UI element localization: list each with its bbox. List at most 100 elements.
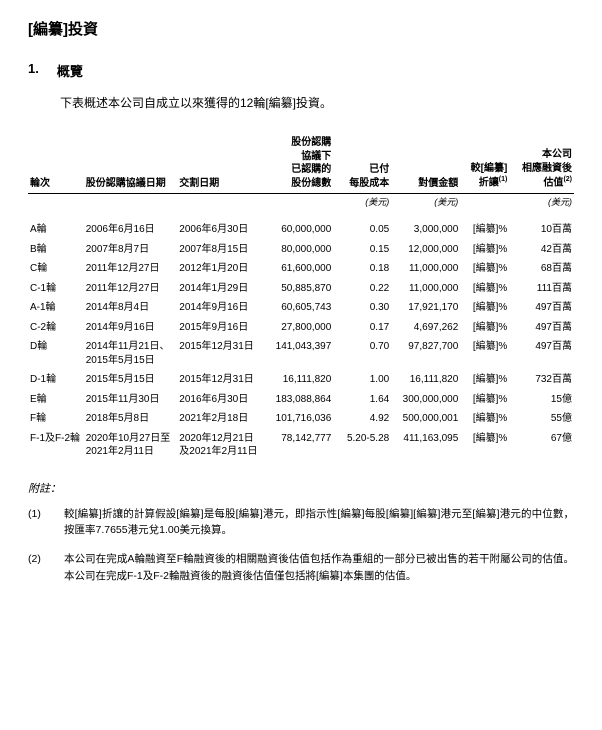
- table-row: D-1輪2015年5月15日2015年12月31日16,111,8201.001…: [28, 370, 574, 390]
- table-row: B輪2007年8月7日2007年8月15日80,000,0000.1512,00…: [28, 240, 574, 260]
- table-cell: 3,000,000: [391, 220, 460, 240]
- table-cell: 61,600,000: [264, 259, 333, 279]
- table-cell: B輪: [28, 240, 84, 260]
- table-cell: 500,000,001: [391, 409, 460, 429]
- table-row: C-1輪2011年12月27日2014年1月29日50,885,8700.221…: [28, 279, 574, 299]
- title-rest: 投資: [68, 21, 98, 38]
- table-cell: 2018年5月8日: [84, 409, 178, 429]
- table-cell: D輪: [28, 337, 84, 370]
- table-row: A-1輪2014年8月4日2014年9月16日60,605,7430.3017,…: [28, 298, 574, 318]
- footnote-number: (2): [28, 551, 50, 585]
- table-cell: 11,000,000: [391, 279, 460, 299]
- table-cell: [編纂]%: [460, 337, 509, 370]
- table-cell: 141,043,397: [264, 337, 333, 370]
- table-cell: 2014年9月16日: [177, 298, 264, 318]
- table-cell: 60,000,000: [264, 220, 333, 240]
- footnote-text: 較[編纂]折讓的計算假設[編纂]是每股[編纂]港元，即指示性[編纂]每股[編纂]…: [64, 506, 574, 540]
- table-cell: 411,163,095: [391, 429, 460, 462]
- table-cell: 97,827,700: [391, 337, 460, 370]
- table-cell: 497百萬: [509, 337, 574, 370]
- col-valuation: 本公司 相應融資後 估值(2): [509, 133, 574, 194]
- col-cost-per-share: 已付 每股成本: [333, 133, 391, 194]
- table-cell: 732百萬: [509, 370, 574, 390]
- table-cell: E輪: [28, 390, 84, 410]
- title-prefix: [編纂]: [28, 21, 68, 38]
- table-cell: 2014年9月16日: [84, 318, 178, 338]
- table-cell: 2007年8月7日: [84, 240, 178, 260]
- table-cell: [編纂]%: [460, 259, 509, 279]
- table-cell: 5.20-5.28: [333, 429, 391, 462]
- table-cell: 2016年6月30日: [177, 390, 264, 410]
- table-row: C-2輪2014年9月16日2015年9月16日27,800,0000.174,…: [28, 318, 574, 338]
- table-cell: 68百萬: [509, 259, 574, 279]
- table-cell: 111百萬: [509, 279, 574, 299]
- table-cell: 15億: [509, 390, 574, 410]
- investment-table: 輪次 股份認購協議日期 交割日期 股份認購 協議下 已認購的 股份總數 已付 每…: [28, 133, 574, 462]
- table-cell: 2015年9月16日: [177, 318, 264, 338]
- table-cell: [編纂]%: [460, 298, 509, 318]
- table-row: E輪2015年11月30日2016年6月30日183,088,8641.6430…: [28, 390, 574, 410]
- table-cell: 2011年12月27日: [84, 279, 178, 299]
- table-cell: [編纂]%: [460, 370, 509, 390]
- table-cell: [編纂]%: [460, 390, 509, 410]
- table-cell: 4.92: [333, 409, 391, 429]
- table-cell: 0.05: [333, 220, 391, 240]
- table-cell: 2014年8月4日: [84, 298, 178, 318]
- table-row: C輪2011年12月27日2012年1月20日61,600,0000.1811,…: [28, 259, 574, 279]
- table-cell: 2006年6月30日: [177, 220, 264, 240]
- table-cell: 10百萬: [509, 220, 574, 240]
- table-cell: 0.22: [333, 279, 391, 299]
- footnote-text: 本公司在完成A輪融資至F輪融資後的相關融資後估值包括作為重組的一部分已被出售的若…: [64, 551, 574, 585]
- table-cell: 16,111,820: [264, 370, 333, 390]
- table-cell: 300,000,000: [391, 390, 460, 410]
- col-agreement-date: 股份認購協議日期: [84, 133, 178, 194]
- table-cell: 2011年12月27日: [84, 259, 178, 279]
- table-cell: [編纂]%: [460, 429, 509, 462]
- table-cell: 0.15: [333, 240, 391, 260]
- table-row: D輪2014年11月21日、2015年5月15日2015年12月31日141,0…: [28, 337, 574, 370]
- page-title: [編纂]投資: [28, 18, 574, 39]
- table-cell: 1.64: [333, 390, 391, 410]
- unit-row: (美元) (美元) (美元): [28, 194, 574, 215]
- table-cell: 60,605,743: [264, 298, 333, 318]
- notes-label: 附註：: [28, 480, 574, 496]
- table-cell: [編纂]%: [460, 409, 509, 429]
- table-cell: [編纂]%: [460, 279, 509, 299]
- table-row: A輪2006年6月16日2006年6月30日60,000,0000.053,00…: [28, 220, 574, 240]
- table-cell: 2020年10月27日至2021年2月11日: [84, 429, 178, 462]
- table-cell: 42百萬: [509, 240, 574, 260]
- table-cell: D-1輪: [28, 370, 84, 390]
- table-cell: 2015年5月15日: [84, 370, 178, 390]
- section-heading: 1. 概覽: [28, 61, 574, 80]
- table-cell: 80,000,000: [264, 240, 333, 260]
- table-cell: 2015年11月30日: [84, 390, 178, 410]
- table-cell: 2014年1月29日: [177, 279, 264, 299]
- table-cell: 55億: [509, 409, 574, 429]
- table-cell: C-1輪: [28, 279, 84, 299]
- footnote: (1) 較[編纂]折讓的計算假設[編纂]是每股[編纂]港元，即指示性[編纂]每股[…: [28, 506, 574, 540]
- table-cell: 2015年12月31日: [177, 337, 264, 370]
- table-cell: F-1及F-2輪: [28, 429, 84, 462]
- col-discount: 較[編纂] 折讓(1): [460, 133, 509, 194]
- table-cell: 78,142,777: [264, 429, 333, 462]
- table-cell: 1.00: [333, 370, 391, 390]
- col-closing-date: 交割日期: [177, 133, 264, 194]
- table-cell: 0.30: [333, 298, 391, 318]
- col-consideration: 對價金額: [391, 133, 460, 194]
- table-cell: 497百萬: [509, 298, 574, 318]
- table-cell: 27,800,000: [264, 318, 333, 338]
- table-row: F-1及F-2輪2020年10月27日至2021年2月11日2020年12月21…: [28, 429, 574, 462]
- table-cell: 2014年11月21日、2015年5月15日: [84, 337, 178, 370]
- col-round: 輪次: [28, 133, 84, 194]
- table-cell: 50,885,870: [264, 279, 333, 299]
- table-cell: 67億: [509, 429, 574, 462]
- table-cell: 11,000,000: [391, 259, 460, 279]
- table-cell: 2006年6月16日: [84, 220, 178, 240]
- table-cell: 2020年12月21日及2021年2月11日: [177, 429, 264, 462]
- table-cell: A-1輪: [28, 298, 84, 318]
- table-cell: 12,000,000: [391, 240, 460, 260]
- table-cell: 0.70: [333, 337, 391, 370]
- footnote-number: (1): [28, 506, 50, 540]
- table-row: F輪2018年5月8日2021年2月18日101,716,0364.92500,…: [28, 409, 574, 429]
- section-number: 1.: [28, 61, 39, 80]
